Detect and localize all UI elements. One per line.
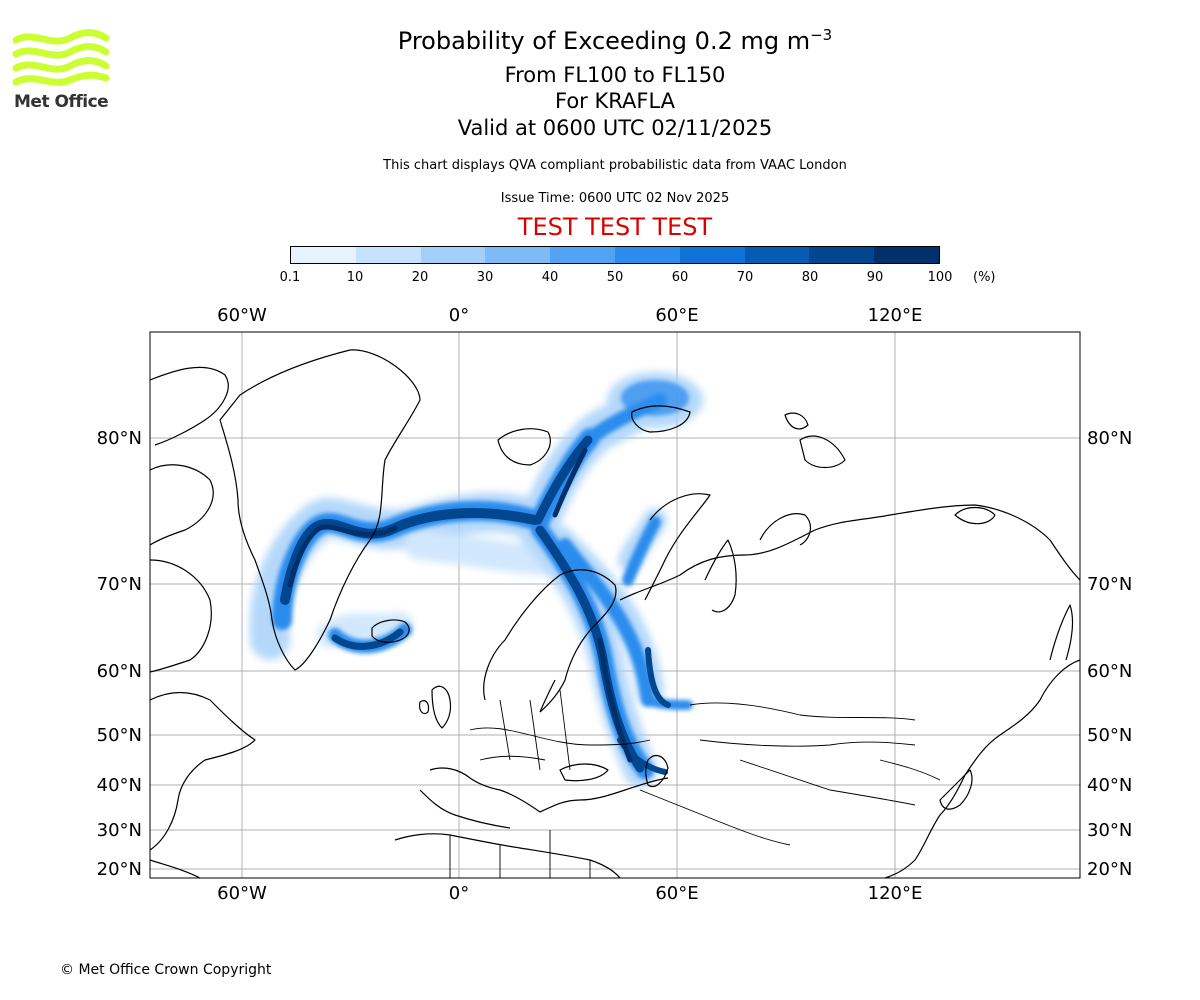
colorbar-tick-label: 60 (671, 270, 689, 285)
lat-label: 40°N (97, 775, 142, 796)
copyright-notice: © Met Office Crown Copyright (60, 962, 272, 978)
colorbar-tick-label: 0.1 (279, 270, 301, 285)
country-borders (449, 689, 941, 878)
lat-label: 20°N (1087, 859, 1132, 880)
colorbar-tick-label: 30 (476, 270, 494, 285)
colorbar-tick-label: 80 (801, 270, 819, 285)
lat-labels-left: 80°N 70°N 60°N 50°N 40°N 30°N 20°N (97, 428, 142, 880)
logo-text: Met Office (14, 92, 109, 112)
lat-labels-right: 80°N 70°N 60°N 50°N 40°N 30°N 20°N (1087, 428, 1132, 880)
colorbar-segment (809, 247, 875, 263)
colorbar-segment (679, 247, 745, 263)
colorbar-segment (291, 247, 356, 263)
colorbar-tick-label: 40 (541, 270, 559, 285)
logo-wave (12, 29, 110, 45)
title-main: Probability of Exceeding 0.2 mg m (397, 27, 811, 55)
issue-time: Issue Time: 0600 UTC 02 Nov 2025 (500, 191, 730, 206)
colorbar-segment (550, 247, 615, 263)
lon-label: 0° (449, 883, 469, 904)
lat-label: 40°N (1087, 775, 1132, 796)
colorbar-tick-label: 20 (411, 270, 429, 285)
lat-label: 70°N (1087, 574, 1132, 595)
colorbar-unit: (%) (973, 270, 996, 285)
met-office-logo (12, 29, 110, 86)
lon-label: 120°E (868, 305, 923, 326)
logo-wave (12, 57, 110, 73)
lat-label: 30°N (97, 820, 142, 841)
lat-label: 60°N (97, 661, 142, 682)
lon-labels-top: 60°W 0° 60°E 120°E (217, 305, 922, 326)
lat-label: 80°N (97, 428, 142, 449)
colorbar-segment (420, 247, 486, 263)
lat-label: 80°N (1087, 428, 1132, 449)
colorbar-tick-label: 10 (346, 270, 364, 285)
colorbar-tick-label: 90 (866, 270, 884, 285)
ash-plume (249, 372, 703, 787)
lon-label: 120°E (868, 883, 923, 904)
subtitle-volcano: For KRAFLA (555, 89, 675, 113)
lat-label: 50°N (97, 725, 142, 746)
lon-label: 60°E (655, 883, 698, 904)
logo-wave (12, 43, 110, 59)
subtitle-levels: From FL100 to FL150 (504, 63, 726, 87)
lon-label: 0° (449, 305, 469, 326)
colorbar (290, 246, 940, 264)
colorbar-segment (874, 247, 939, 263)
lon-labels-bottom: 60°W 0° 60°E 120°E (217, 883, 922, 904)
lat-label: 70°N (97, 574, 142, 595)
colorbar-segment (485, 247, 551, 263)
coastlines (150, 349, 1080, 878)
colorbar-tick-label: 100 (927, 270, 953, 285)
chart-title: Probability of Exceeding 0.2 mg m−3 (0, 26, 1200, 55)
qva-note: This chart displays QVA compliant probab… (383, 158, 847, 173)
lon-label: 60°W (217, 305, 267, 326)
lat-label: 60°N (1087, 661, 1132, 682)
lat-label: 30°N (1087, 820, 1132, 841)
lon-label: 60°W (217, 883, 267, 904)
lat-label: 20°N (97, 859, 142, 880)
subtitle-valid-time: Valid at 0600 UTC 02/11/2025 (457, 116, 773, 140)
lat-label: 50°N (1087, 725, 1132, 746)
logo-wave (12, 71, 110, 86)
map-frame (149, 331, 1081, 879)
colorbar-segment (614, 247, 680, 263)
test-banner: TEST TEST TEST (517, 213, 713, 241)
colorbar-segment (744, 247, 810, 263)
colorbar-tick-label: 50 (606, 270, 624, 285)
title-superscript: −3 (810, 26, 833, 44)
colorbar-tick-label: 70 (736, 270, 754, 285)
lon-label: 60°E (655, 305, 698, 326)
colorbar-segment (355, 247, 421, 263)
